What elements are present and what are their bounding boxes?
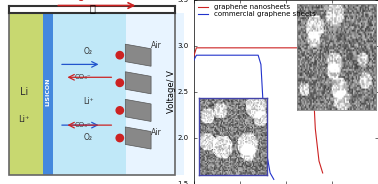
Polygon shape — [125, 99, 151, 121]
Polygon shape — [125, 44, 151, 66]
Text: O₂: O₂ — [84, 47, 93, 56]
Text: Air: Air — [151, 42, 162, 50]
Legend: graphene nanosheets, commercial graphene sheets: graphene nanosheets, commercial graphene… — [197, 3, 316, 18]
Bar — [126, 13, 184, 175]
Circle shape — [116, 52, 124, 59]
Polygon shape — [125, 127, 151, 149]
Text: CO₃⁻: CO₃⁻ — [75, 74, 91, 80]
Circle shape — [116, 134, 124, 142]
Text: Air: Air — [151, 128, 162, 137]
Bar — [42, 13, 53, 175]
Text: O₂: O₂ — [84, 134, 93, 142]
Circle shape — [116, 107, 124, 114]
Text: LISICON: LISICON — [45, 78, 50, 106]
Y-axis label: Voltage/ V: Voltage/ V — [167, 70, 176, 114]
Text: CO₃⁻: CO₃⁻ — [75, 122, 91, 128]
Circle shape — [116, 79, 124, 86]
Text: Li: Li — [20, 87, 28, 97]
Text: e⁻: e⁻ — [78, 0, 88, 3]
Text: Li⁺: Li⁺ — [83, 97, 94, 106]
Bar — [53, 13, 126, 175]
Polygon shape — [125, 72, 151, 94]
Text: 💡: 💡 — [89, 3, 95, 13]
Bar — [9, 13, 175, 175]
Bar — [9, 13, 42, 175]
Text: Li⁺: Li⁺ — [19, 115, 30, 124]
